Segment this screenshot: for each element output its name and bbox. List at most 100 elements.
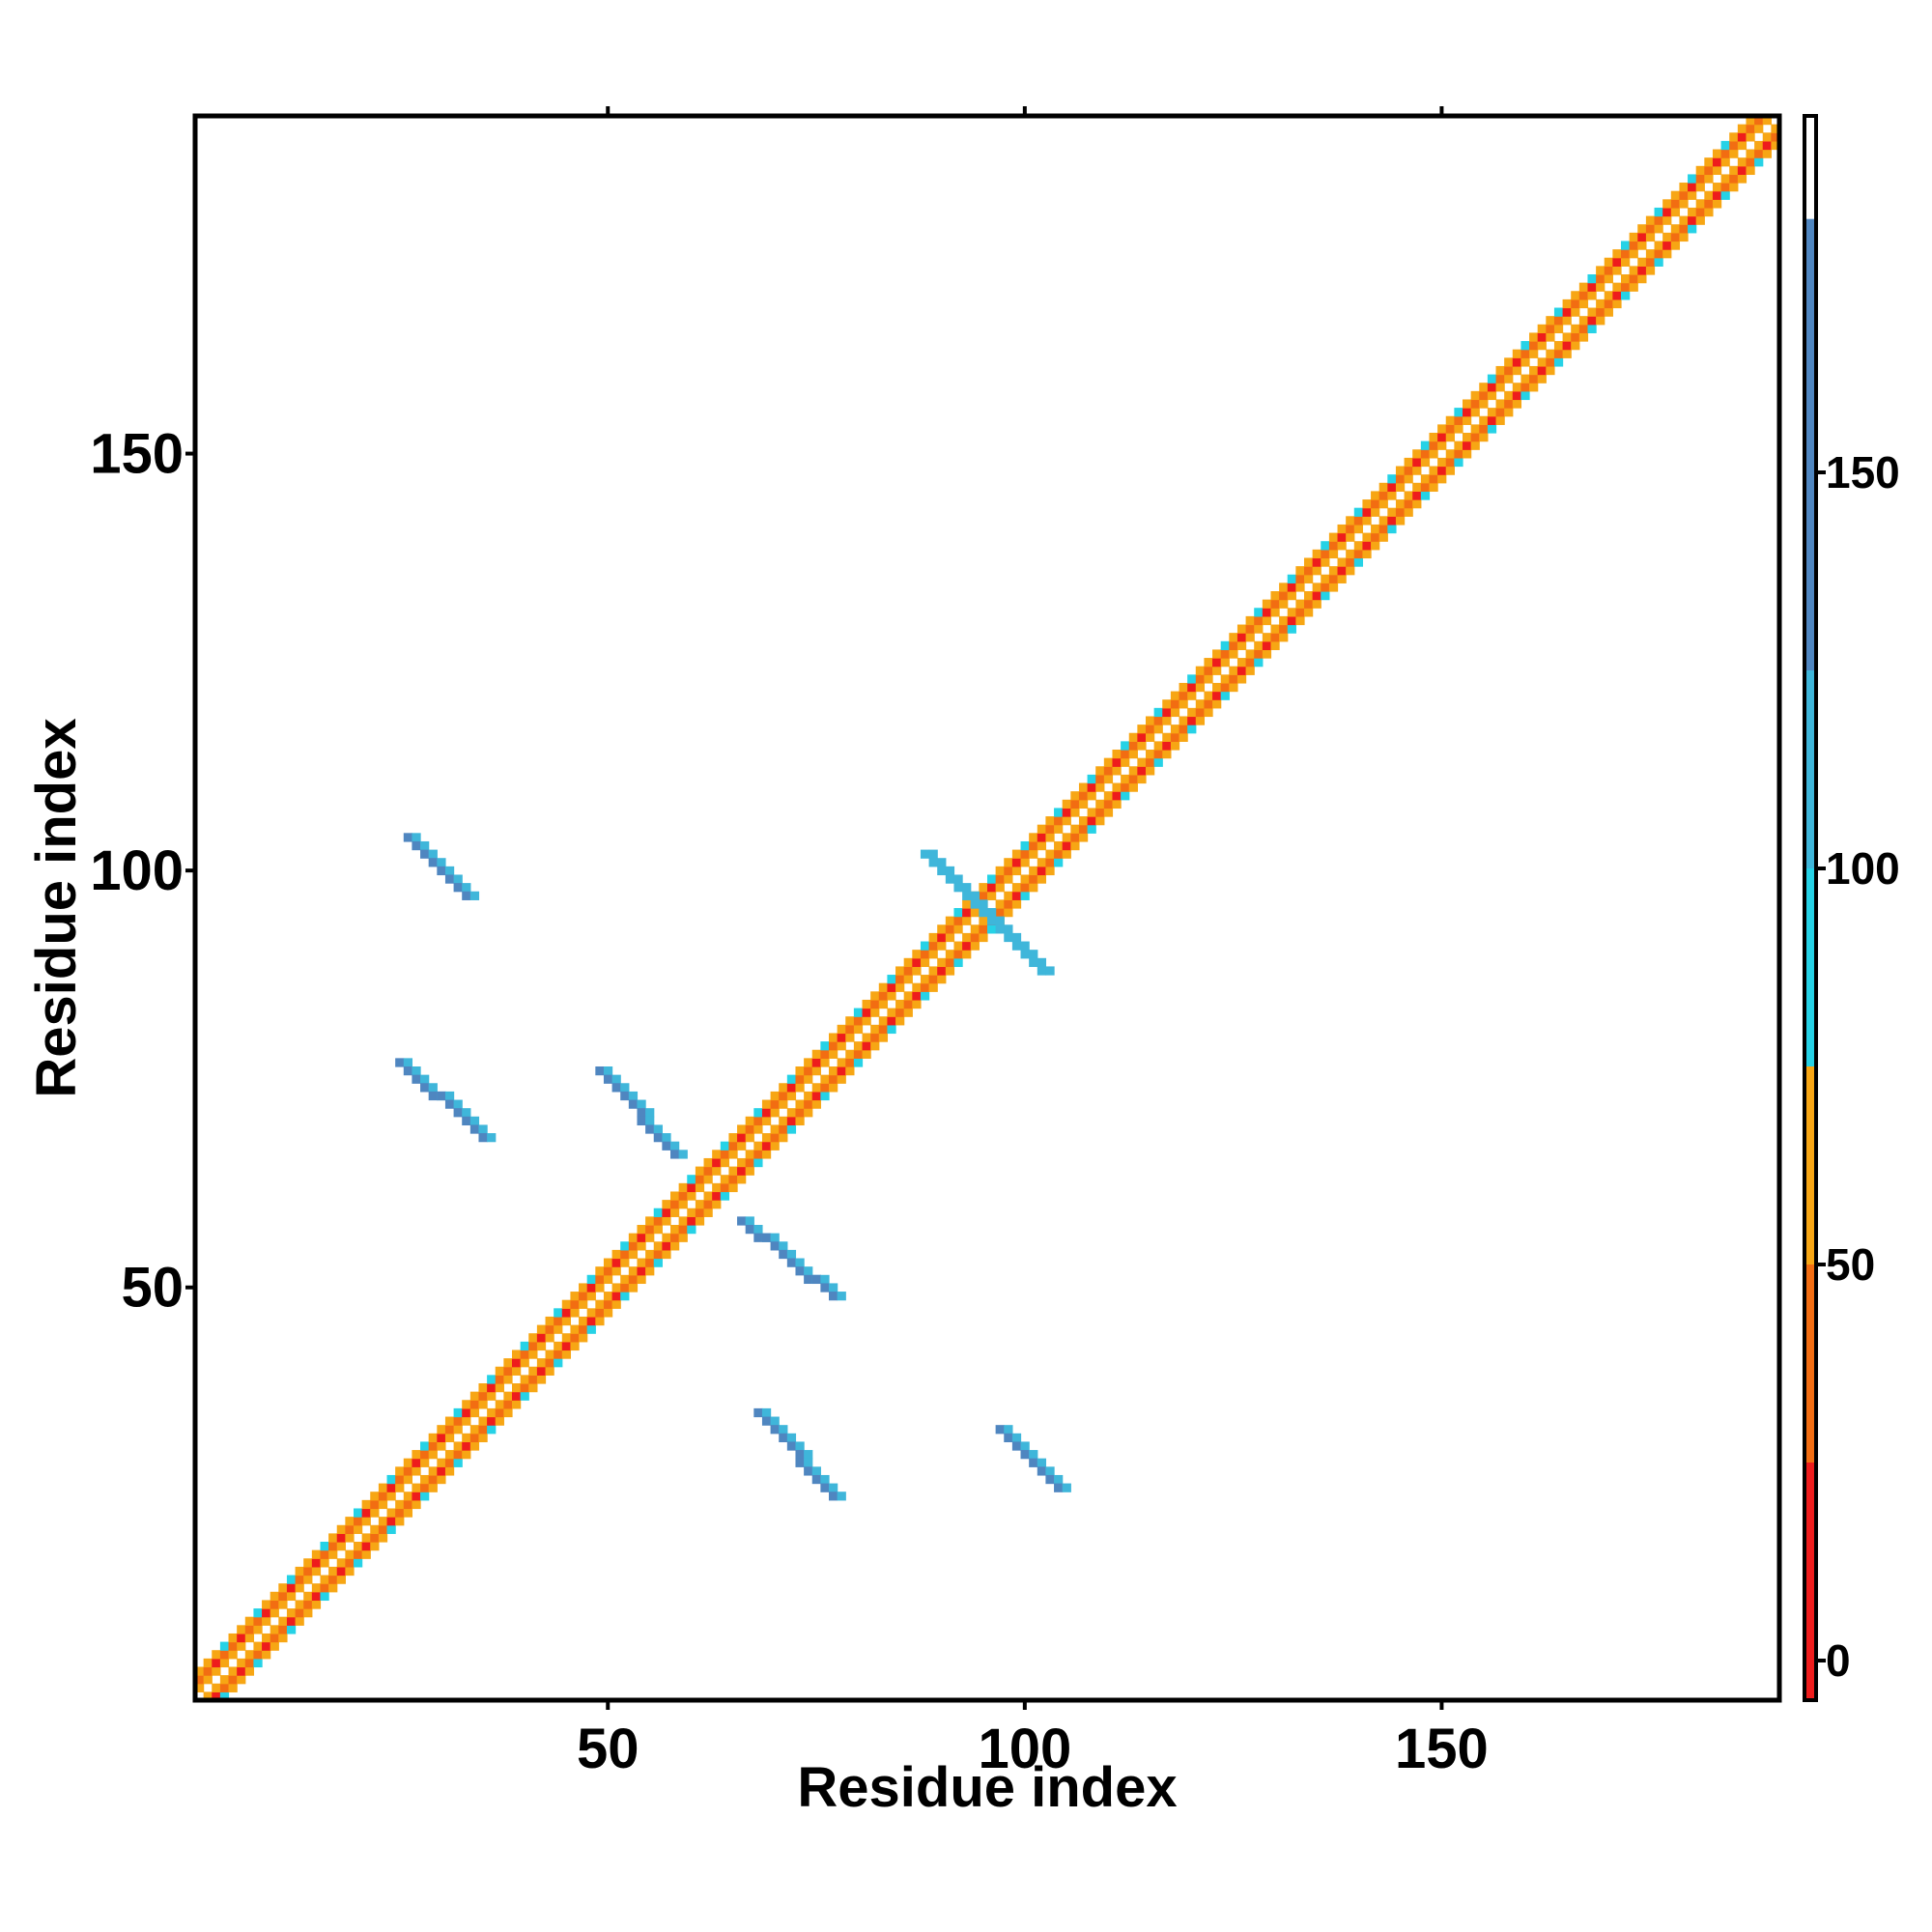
heatmap-cell bbox=[753, 1233, 763, 1242]
heatmap-cell bbox=[1371, 499, 1380, 509]
heatmap-cell bbox=[1754, 140, 1764, 151]
heatmap-cell bbox=[1045, 866, 1055, 876]
heatmap-cell bbox=[1553, 341, 1564, 351]
heatmap-cell bbox=[895, 1016, 905, 1026]
heatmap-cell bbox=[1270, 599, 1280, 609]
heatmap-cell bbox=[1020, 858, 1030, 867]
heatmap-cell bbox=[645, 1124, 655, 1134]
heatmap-cell bbox=[1195, 666, 1206, 675]
heatmap-cell bbox=[1729, 132, 1739, 142]
heatmap-cell bbox=[1512, 383, 1522, 392]
heatmap-cell bbox=[903, 1008, 913, 1017]
heatmap-cell bbox=[1337, 541, 1347, 551]
heatmap-cell bbox=[804, 1058, 813, 1067]
heatmap-cell bbox=[469, 1391, 480, 1401]
heatmap-cell bbox=[1578, 332, 1589, 342]
heatmap-cell bbox=[1479, 399, 1489, 409]
heatmap-cell bbox=[1662, 207, 1672, 217]
heatmap-cell bbox=[687, 1182, 696, 1193]
heatmap-cell bbox=[1504, 374, 1514, 384]
heatmap-cell bbox=[1011, 1433, 1022, 1443]
colorbar-segment bbox=[1804, 868, 1816, 1066]
heatmap-cell bbox=[453, 883, 463, 893]
heatmap-cell bbox=[1353, 524, 1364, 534]
heatmap-cell bbox=[1170, 707, 1180, 718]
heatmap-cell bbox=[603, 1066, 613, 1076]
heatmap-cell bbox=[520, 1350, 529, 1359]
heatmap-cell bbox=[1445, 433, 1455, 442]
heatmap-cell bbox=[370, 1524, 380, 1534]
heatmap-cell bbox=[412, 833, 421, 842]
heatmap-cell bbox=[728, 1166, 738, 1176]
colorbar-segment bbox=[1804, 670, 1816, 868]
heatmap-cell bbox=[1011, 858, 1022, 867]
heatmap-cell bbox=[295, 1583, 304, 1593]
heatmap-cell bbox=[1162, 707, 1172, 718]
heatmap-cell bbox=[1204, 658, 1213, 668]
heatmap-cell bbox=[478, 1133, 488, 1143]
heatmap-cell bbox=[862, 1049, 871, 1059]
heatmap-cell bbox=[428, 1433, 438, 1443]
heatmap-cell bbox=[829, 1083, 838, 1093]
heatmap-cell bbox=[1295, 615, 1305, 626]
heatmap-cell bbox=[1679, 190, 1689, 200]
heatmap-cell bbox=[1463, 433, 1472, 442]
heatmap-cell bbox=[928, 858, 938, 867]
heatmap-cell bbox=[1121, 774, 1130, 784]
heatmap-cell bbox=[786, 1108, 797, 1118]
heatmap-cell bbox=[586, 1308, 596, 1318]
heatmap-cell bbox=[1062, 816, 1071, 826]
heatmap-cell bbox=[437, 1441, 446, 1451]
heatmap-cell bbox=[603, 1274, 613, 1285]
heatmap-cell bbox=[887, 991, 896, 1001]
heatmap-cell bbox=[512, 1366, 522, 1376]
heatmap-cell bbox=[395, 1466, 405, 1476]
heatmap-cell bbox=[1546, 357, 1555, 367]
heatmap-cell bbox=[395, 1517, 405, 1526]
heatmap-cell bbox=[1479, 424, 1489, 434]
heatmap-cell bbox=[469, 1124, 480, 1134]
heatmap-cell bbox=[1037, 858, 1047, 867]
heatmap-cell bbox=[1596, 307, 1605, 317]
heatmap-cell bbox=[1236, 674, 1247, 684]
heatmap-cell bbox=[953, 883, 963, 893]
heatmap-cell bbox=[428, 1441, 438, 1451]
heatmap-cell bbox=[761, 1108, 772, 1118]
heatmap-cell bbox=[1562, 298, 1572, 309]
heatmap-cell bbox=[1404, 499, 1413, 509]
heatmap-cell bbox=[687, 1175, 696, 1184]
heatmap-cell bbox=[420, 1492, 430, 1501]
heatmap-cell bbox=[670, 1225, 680, 1235]
heatmap-cell bbox=[1121, 791, 1130, 801]
heatmap-cell bbox=[195, 1675, 205, 1685]
heatmap-cell bbox=[1020, 1450, 1030, 1460]
heatmap-cell bbox=[695, 1208, 705, 1217]
heatmap-cell bbox=[728, 1141, 738, 1151]
heatmap-cell bbox=[244, 1666, 255, 1676]
heatmap-cell bbox=[403, 1508, 413, 1518]
heatmap-cell bbox=[1103, 808, 1114, 817]
heatmap-cell bbox=[970, 932, 980, 943]
heatmap-cell bbox=[328, 1533, 338, 1543]
heatmap-cell bbox=[1037, 866, 1047, 876]
heatmap-cell bbox=[920, 982, 930, 992]
heatmap-cell bbox=[1604, 291, 1613, 300]
heatmap-cell bbox=[244, 1658, 255, 1668]
heatmap-cell bbox=[837, 1041, 846, 1051]
heatmap-cell bbox=[953, 924, 963, 934]
heatmap-cell bbox=[462, 1407, 471, 1418]
heatmap-cell bbox=[1312, 557, 1321, 567]
heatmap-cell bbox=[1004, 932, 1013, 943]
heatmap-cell bbox=[487, 1391, 497, 1401]
heatmap-cell bbox=[1295, 582, 1305, 592]
heatmap-cell bbox=[786, 1441, 797, 1451]
heatmap-cell bbox=[786, 1249, 797, 1260]
heatmap-cell bbox=[554, 1308, 563, 1318]
heatmap-cell bbox=[1045, 849, 1055, 859]
heatmap-cell bbox=[1637, 266, 1647, 275]
heatmap-cell bbox=[1670, 224, 1681, 234]
heatmap-cell bbox=[1553, 324, 1564, 334]
heatmap-cell bbox=[1437, 466, 1447, 475]
heatmap-cell bbox=[237, 1641, 246, 1651]
heatmap-cell bbox=[1587, 274, 1597, 284]
